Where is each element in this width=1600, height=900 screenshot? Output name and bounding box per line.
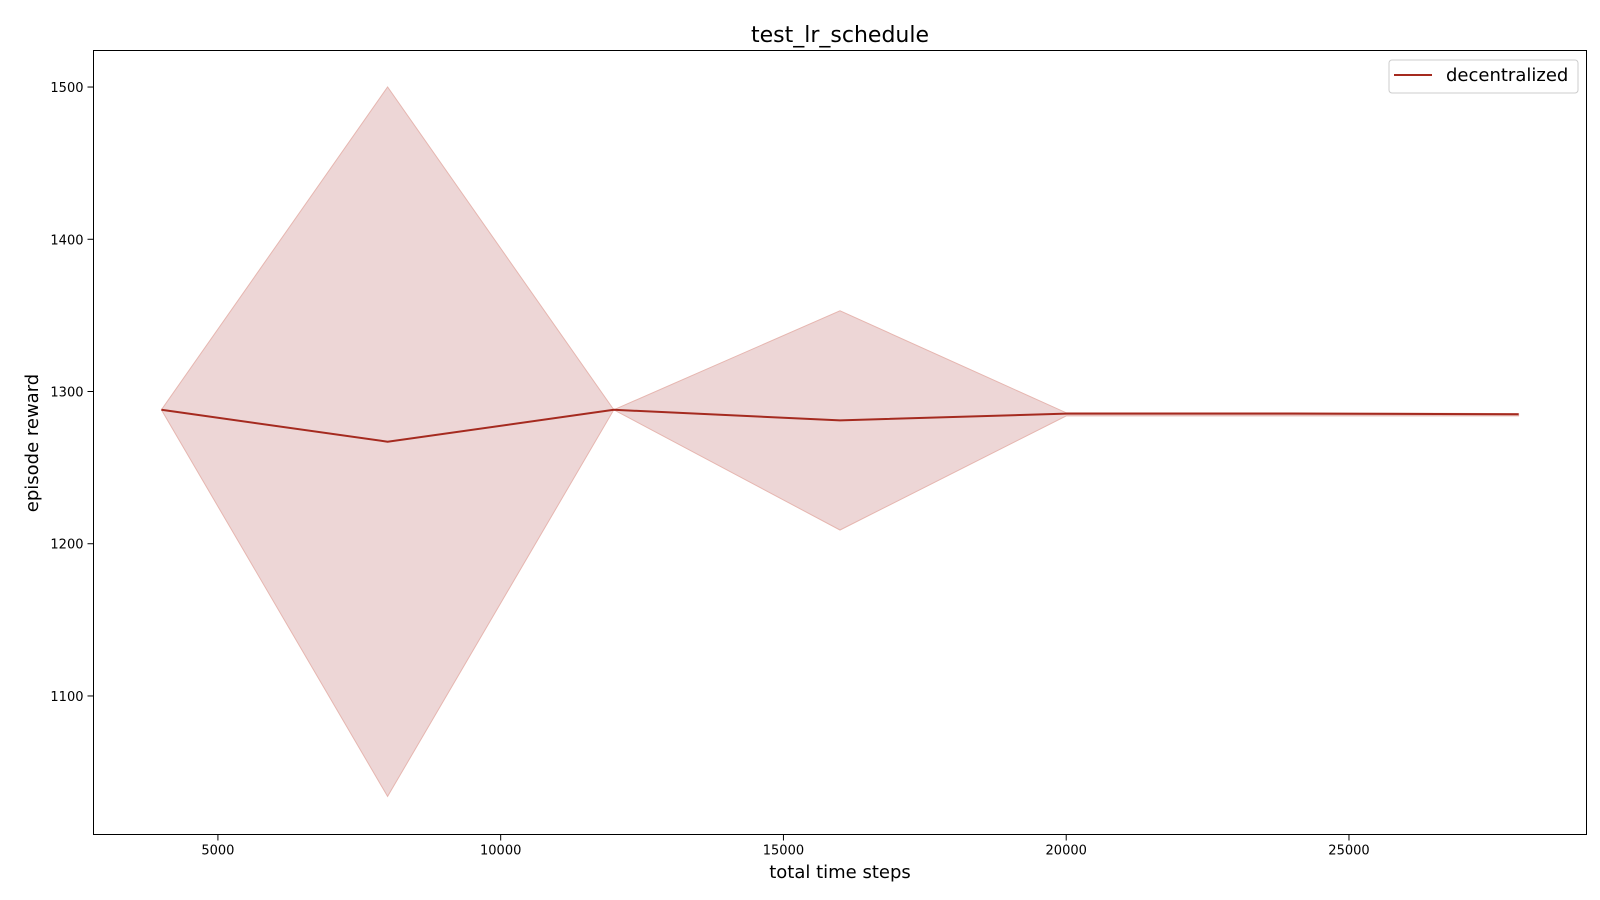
x-tick-label: 25000 xyxy=(1328,844,1369,859)
legend-box xyxy=(1388,59,1579,94)
x-axis-label: total time steps xyxy=(769,862,911,883)
y-tick-label: 1200 xyxy=(50,538,83,553)
chart-title: test_lr_schedule xyxy=(751,23,929,48)
y-tick-label: 1400 xyxy=(50,233,83,248)
y-tick-label: 1300 xyxy=(50,386,83,401)
legend-label: decentralized xyxy=(1446,65,1568,86)
y-tick-label: 1100 xyxy=(50,690,83,705)
y-axis-label: episode reward xyxy=(22,374,43,512)
x-tick-label: 10000 xyxy=(480,844,521,859)
series-line xyxy=(161,408,1519,443)
y-tick-label: 1500 xyxy=(50,81,83,96)
x-tick-label: 5000 xyxy=(201,844,234,859)
x-tick-label: 20000 xyxy=(1046,844,1087,859)
x-axis: 5000 10000 15000 20000 25000 xyxy=(201,834,1370,859)
confidence-band xyxy=(160,86,1520,798)
x-tick-label: 15000 xyxy=(763,844,804,859)
plot-frame xyxy=(93,50,1587,835)
series-line-layer xyxy=(161,408,1519,443)
confidence-band-layer xyxy=(160,86,1520,798)
y-axis: 1100 1200 1300 1400 1500 xyxy=(50,81,94,705)
legend: decentralized xyxy=(1388,59,1579,94)
